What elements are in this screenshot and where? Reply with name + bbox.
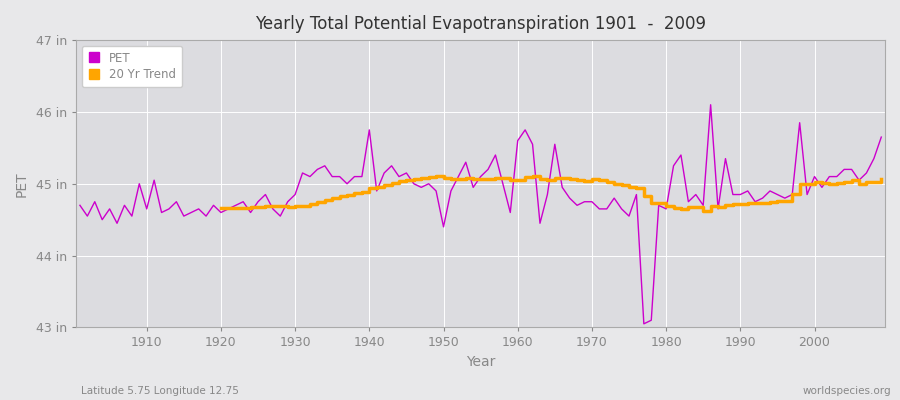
X-axis label: Year: Year bbox=[466, 355, 495, 369]
Text: Latitude 5.75 Longitude 12.75: Latitude 5.75 Longitude 12.75 bbox=[81, 386, 239, 396]
Legend: PET, 20 Yr Trend: PET, 20 Yr Trend bbox=[82, 46, 182, 87]
Title: Yearly Total Potential Evapotranspiration 1901  -  2009: Yearly Total Potential Evapotranspiratio… bbox=[255, 15, 706, 33]
Text: worldspecies.org: worldspecies.org bbox=[803, 386, 891, 396]
Y-axis label: PET: PET bbox=[15, 171, 29, 196]
